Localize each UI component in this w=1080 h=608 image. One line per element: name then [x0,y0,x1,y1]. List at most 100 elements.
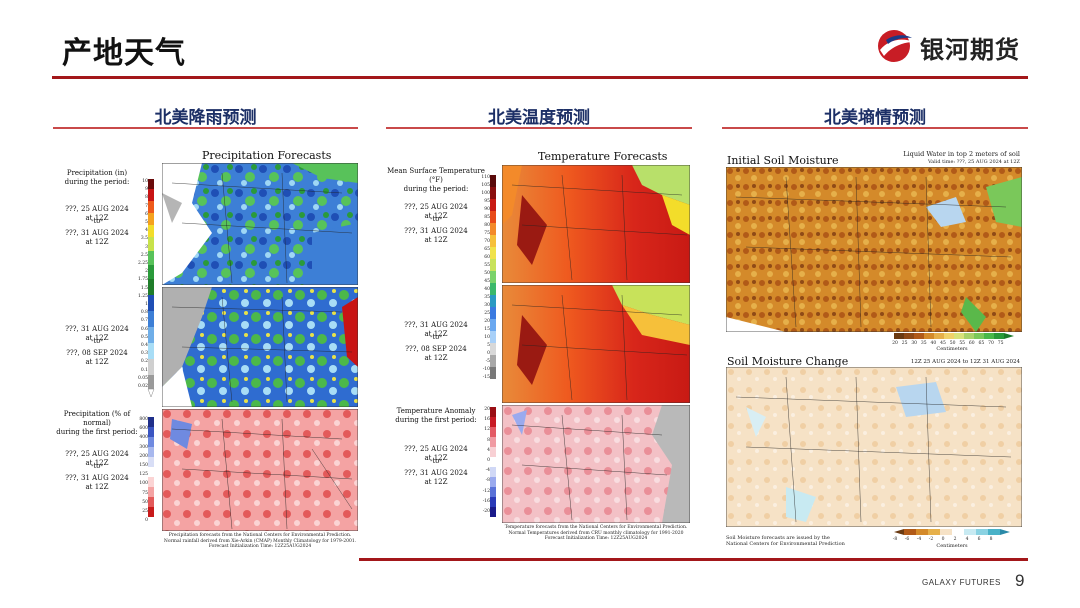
scale-tick-label: 1.25 [137,293,148,299]
scale-tick-label: 100 [481,191,490,196]
scale-tick-label: 90 [484,207,490,212]
galaxy-logo-icon [878,30,914,62]
temp-period-label: Mean Surface Temperature (°F) during the… [387,167,485,193]
scale-tick-label: 0.7 [140,318,148,324]
scale-tick-label: -8 [485,478,490,484]
scale-tick-label: 8 [145,195,148,201]
scale-tick-label: 0.6 [140,326,148,332]
precip-map-week1 [162,163,358,285]
scale-tick-label: -5 [485,359,490,364]
scale-tick-label: -20 [482,509,490,514]
precip-forecast-panel: Precipitation Forecasts Precipitation (i… [56,145,362,555]
scale-tick-label: 25 [484,311,490,316]
scale-tick-label: 0 [941,537,945,542]
precip-colorbar [147,179,155,398]
scale-tick-label: -2 [928,537,934,542]
precip-p1-to-word: -to- [91,217,103,225]
soil-initial-title: Initial Soil Moisture [727,154,839,167]
temp-p2-to-word: -to- [430,333,442,341]
scale-tick-label: 15 [484,327,490,332]
precip-p2-to-word: -to- [91,337,103,345]
scale-tick-label: 125 [139,472,148,478]
temp-p1-to-word: -to- [430,215,442,223]
page-number: 9 [1015,571,1025,590]
scale-tick-label: 3.5 [140,236,148,242]
scale-tick-label: 55 [484,263,490,268]
soil-footnote: Soil Moisture forecasts are issued by th… [726,535,845,547]
scale-tick-label: 85 [484,215,490,220]
scale-tick-label: -16 [482,498,490,504]
scale-tick-label: 20 [484,407,490,412]
scale-tick-label: 60 [968,341,975,346]
scale-tick-label: 4 [487,447,490,453]
soil-initial-colorbar [894,333,1014,339]
precip-anomaly-label: Precipitation (% of normal) during the f… [56,410,138,436]
temp-p3-from: ???, 25 AUG 2024 at 12Z [404,445,468,462]
scale-tick-label: 60 [484,255,490,260]
soil-initial-subtitle: Liquid Water in top 2 meters of soil [903,150,1020,158]
scale-tick-label: 3 [145,244,148,250]
scale-tick-label: 16 [484,417,490,423]
scale-tick-label: 45 [940,341,946,346]
scale-tick-label: 30 [484,303,490,308]
soil-moisture-panel: Initial Soil Moisture Liquid Water in to… [722,145,1028,555]
logo-text: 银河期货 [920,36,1020,64]
scale-tick-label: 6 [145,211,148,217]
scale-tick-label: 8 [487,437,490,443]
temp-p3-to-word: -to- [430,457,442,465]
soil-change-map [726,367,1022,527]
temp-anomaly-map [502,405,690,523]
scale-tick-label: 35 [920,341,927,346]
scale-tick-label: 75 [997,341,1004,346]
scale-tick-label: 0.1 [140,367,148,373]
scale-tick-label: 0 [145,518,148,524]
scale-tick-label: 200 [139,453,148,459]
scale-tick-label: 0.5 [140,334,148,340]
temp-map-week1 [502,165,690,283]
precip-footnote: Precipitation forecasts from the Nationa… [163,533,357,549]
precip-period-label: Precipitation (in) during the period: [64,169,130,186]
scale-tick-label: 20 [484,319,490,324]
temp-p1-from: ???, 25 AUG 2024 at 12Z [404,203,468,220]
scale-tick-label: 25 [901,341,908,346]
scale-tick-label: 1.75 [137,277,148,283]
scale-tick-label: 0.4 [140,343,148,348]
temp-map-week2 [502,285,690,403]
scale-tick-label: 2.5 [140,252,148,258]
scale-tick-label: 10 [484,335,490,340]
page-title: 产地天气 [62,36,186,71]
scale-tick-label: 40 [484,287,490,292]
scale-tick-label: 65 [484,247,490,252]
scale-tick-label: 50 [484,271,490,276]
precip-p3-to: ???, 31 AUG 2024 at 12Z [65,474,129,491]
scale-tick-label: 0.05 [137,375,148,381]
soil-change-subtitle: 12Z 25 AUG 2024 to 12Z 31 AUG 2024 [910,359,1020,365]
soil-change-colorbar [894,529,1010,535]
temp-anomaly-label: Temperature Anomaly during the first per… [395,407,477,424]
scale-tick-label: 100 [139,481,148,487]
scale-tick-label: 30 [911,341,918,346]
scale-tick-label: 0.2 [140,359,148,365]
scale-tick-label: 5 [487,343,490,348]
temp-colorbar [490,175,496,379]
scale-tick-label: 70 [484,239,490,244]
scale-tick-label: 8 [989,537,993,542]
section-divider-temp [386,127,692,129]
scale-tick-label: 55 [959,341,966,346]
scale-tick-label: 80 [484,223,490,228]
scale-tick-label: 20 [892,341,898,346]
scale-tick-label: 40 [930,341,937,346]
precip-p3-from: ???, 25 AUG 2024 at 12Z [65,450,129,467]
section-title-precip: 北美降雨预测 [154,108,257,128]
scale-tick-label: 150 [139,463,148,468]
section-title-temp: 北美温度预测 [488,108,590,128]
temp-p1-to: ???, 31 AUG 2024 at 12Z [404,227,468,244]
scale-tick-label: 50 [142,499,148,505]
scale-tick-label: 110 [481,175,490,180]
soil-initial-units: Centimeters [936,346,968,352]
scale-tick-label: -10 [482,367,490,372]
temp-forecast-panel: Temperature Forecasts Mean Surface Tempe… [386,145,696,555]
scale-tick-label: 0.8 [140,310,148,316]
scale-tick-label: 45 [484,279,490,284]
section-divider-soil [722,127,1028,129]
